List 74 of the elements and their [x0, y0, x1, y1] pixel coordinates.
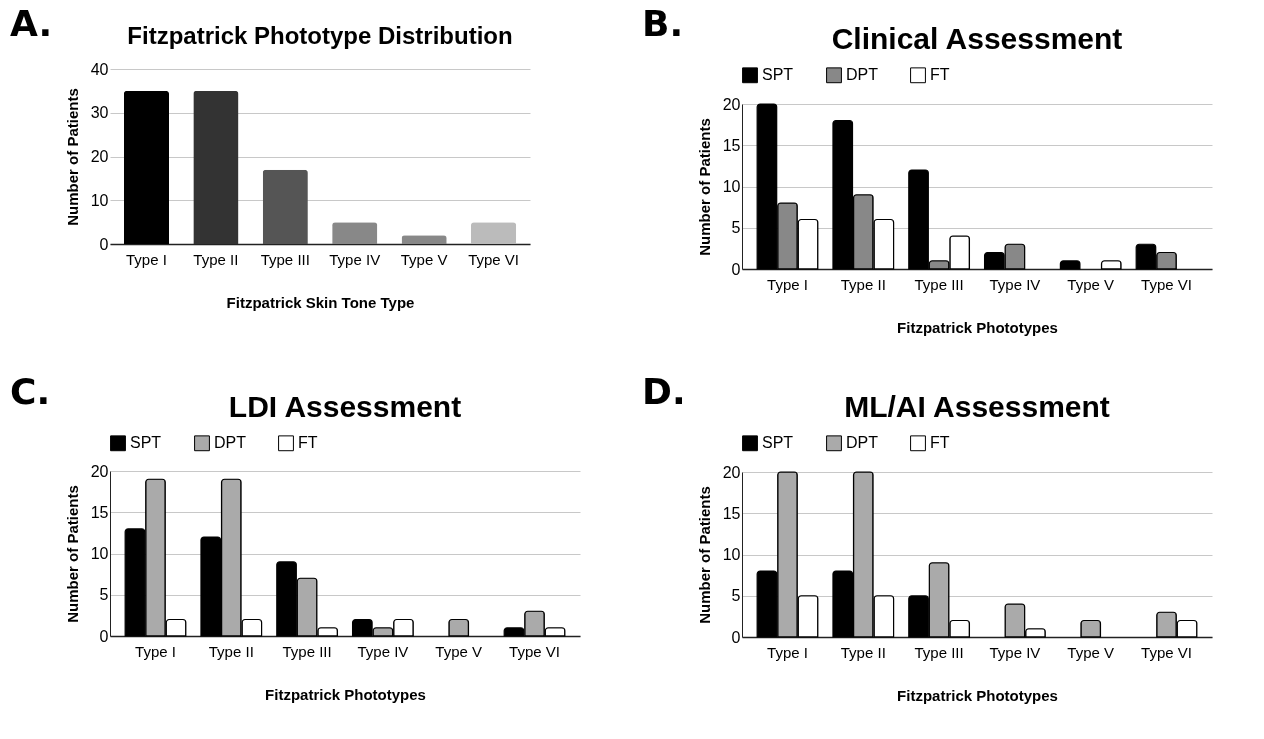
y-tick-label: 40 [90, 60, 109, 78]
legend-label: FT [930, 434, 950, 452]
legend-label: SPT [762, 434, 794, 452]
x-tick-label: Type IV [989, 643, 1041, 661]
x-tick-label: Type III [914, 643, 964, 661]
chart-title: Clinical Assessment [831, 22, 1123, 55]
y-axis-title: Number of Patients [63, 88, 81, 226]
x-tick-label: Type I [126, 250, 167, 268]
x-tick-label: Type II [840, 643, 886, 661]
legend-label: FT [298, 434, 318, 452]
chart-title: LDI Assessment [228, 390, 462, 423]
x-tick-label: Type II [840, 275, 886, 293]
y-tick-label: 20 [90, 462, 109, 480]
legend-label: DPT [214, 434, 247, 452]
bar [123, 90, 170, 244]
x-tick-label: Type II [208, 642, 254, 660]
x-axis-title: Fitzpatrick Skin Tone Type [226, 293, 415, 311]
y-axis-title: Number of Patients [695, 486, 713, 624]
y-tick-label: 15 [722, 504, 741, 522]
x-axis-title: Fitzpatrick Phototypes [897, 318, 1058, 336]
x-tick-label: Type I [767, 275, 808, 293]
x-tick-label: Type I [135, 642, 176, 660]
y-tick-label: 15 [722, 136, 741, 154]
y-tick-label: 10 [90, 545, 109, 562]
bar [262, 169, 308, 244]
x-tick-label: Type I [767, 643, 808, 661]
y-tick-label: 20 [722, 95, 741, 113]
x-tick-label: Type III [914, 275, 964, 293]
x-tick-label: Type VI [509, 642, 560, 660]
y-tick-label: 0 [99, 627, 109, 645]
legend-label: FT [930, 66, 950, 84]
x-tick-label: Type V [1067, 643, 1115, 661]
x-tick-label: Type IV [357, 642, 409, 660]
x-tick-label: Type VI [1141, 643, 1192, 661]
y-tick-label: 15 [90, 503, 109, 521]
legend-label: DPT [846, 434, 879, 452]
chart-title: ML/AI Assessment [844, 390, 1110, 423]
y-tick-label: 10 [90, 191, 109, 209]
bar [193, 90, 239, 244]
y-tick-label: 0 [731, 260, 741, 278]
x-tick-label: Type V [1067, 275, 1115, 293]
x-tick-label: Type IV [329, 250, 381, 268]
bar [470, 222, 517, 244]
y-tick-label: 10 [722, 178, 741, 195]
chart-title: Fitzpatrick Phototype Distribution [127, 22, 513, 49]
x-tick-label: Type IV [989, 275, 1041, 293]
legend-label: SPT [762, 66, 794, 84]
y-tick-label: 0 [99, 235, 109, 253]
y-tick-label: 5 [731, 219, 741, 237]
x-tick-label: Type III [260, 250, 310, 268]
y-tick-label: 20 [90, 148, 109, 165]
y-tick-label: 20 [722, 463, 741, 481]
x-tick-label: Type II [193, 250, 239, 268]
bar [332, 222, 378, 244]
text: B. [642, 3, 684, 44]
x-axis-title: Fitzpatrick Phototypes [897, 686, 1058, 704]
x-tick-label: Type III [282, 642, 332, 660]
x-axis-title: Fitzpatrick Phototypes [265, 685, 426, 703]
legend-label: DPT [846, 66, 879, 84]
legend-label: SPT [130, 434, 162, 452]
y-tick-label: 10 [722, 546, 741, 563]
x-tick-label: Type VI [468, 250, 519, 268]
y-axis-title: Number of Patients [695, 118, 713, 256]
text: A. [10, 3, 53, 44]
text: D. [642, 371, 686, 412]
x-tick-label: Type VI [1141, 275, 1192, 293]
x-tick-label: Type V [435, 642, 483, 660]
text: C. [10, 371, 51, 412]
y-axis-title: Number of Patients [63, 485, 81, 623]
y-tick-label: 5 [99, 586, 109, 604]
x-tick-label: Type V [400, 250, 448, 268]
y-tick-label: 5 [731, 587, 741, 605]
y-tick-label: 0 [731, 628, 741, 646]
y-tick-label: 30 [90, 104, 109, 122]
